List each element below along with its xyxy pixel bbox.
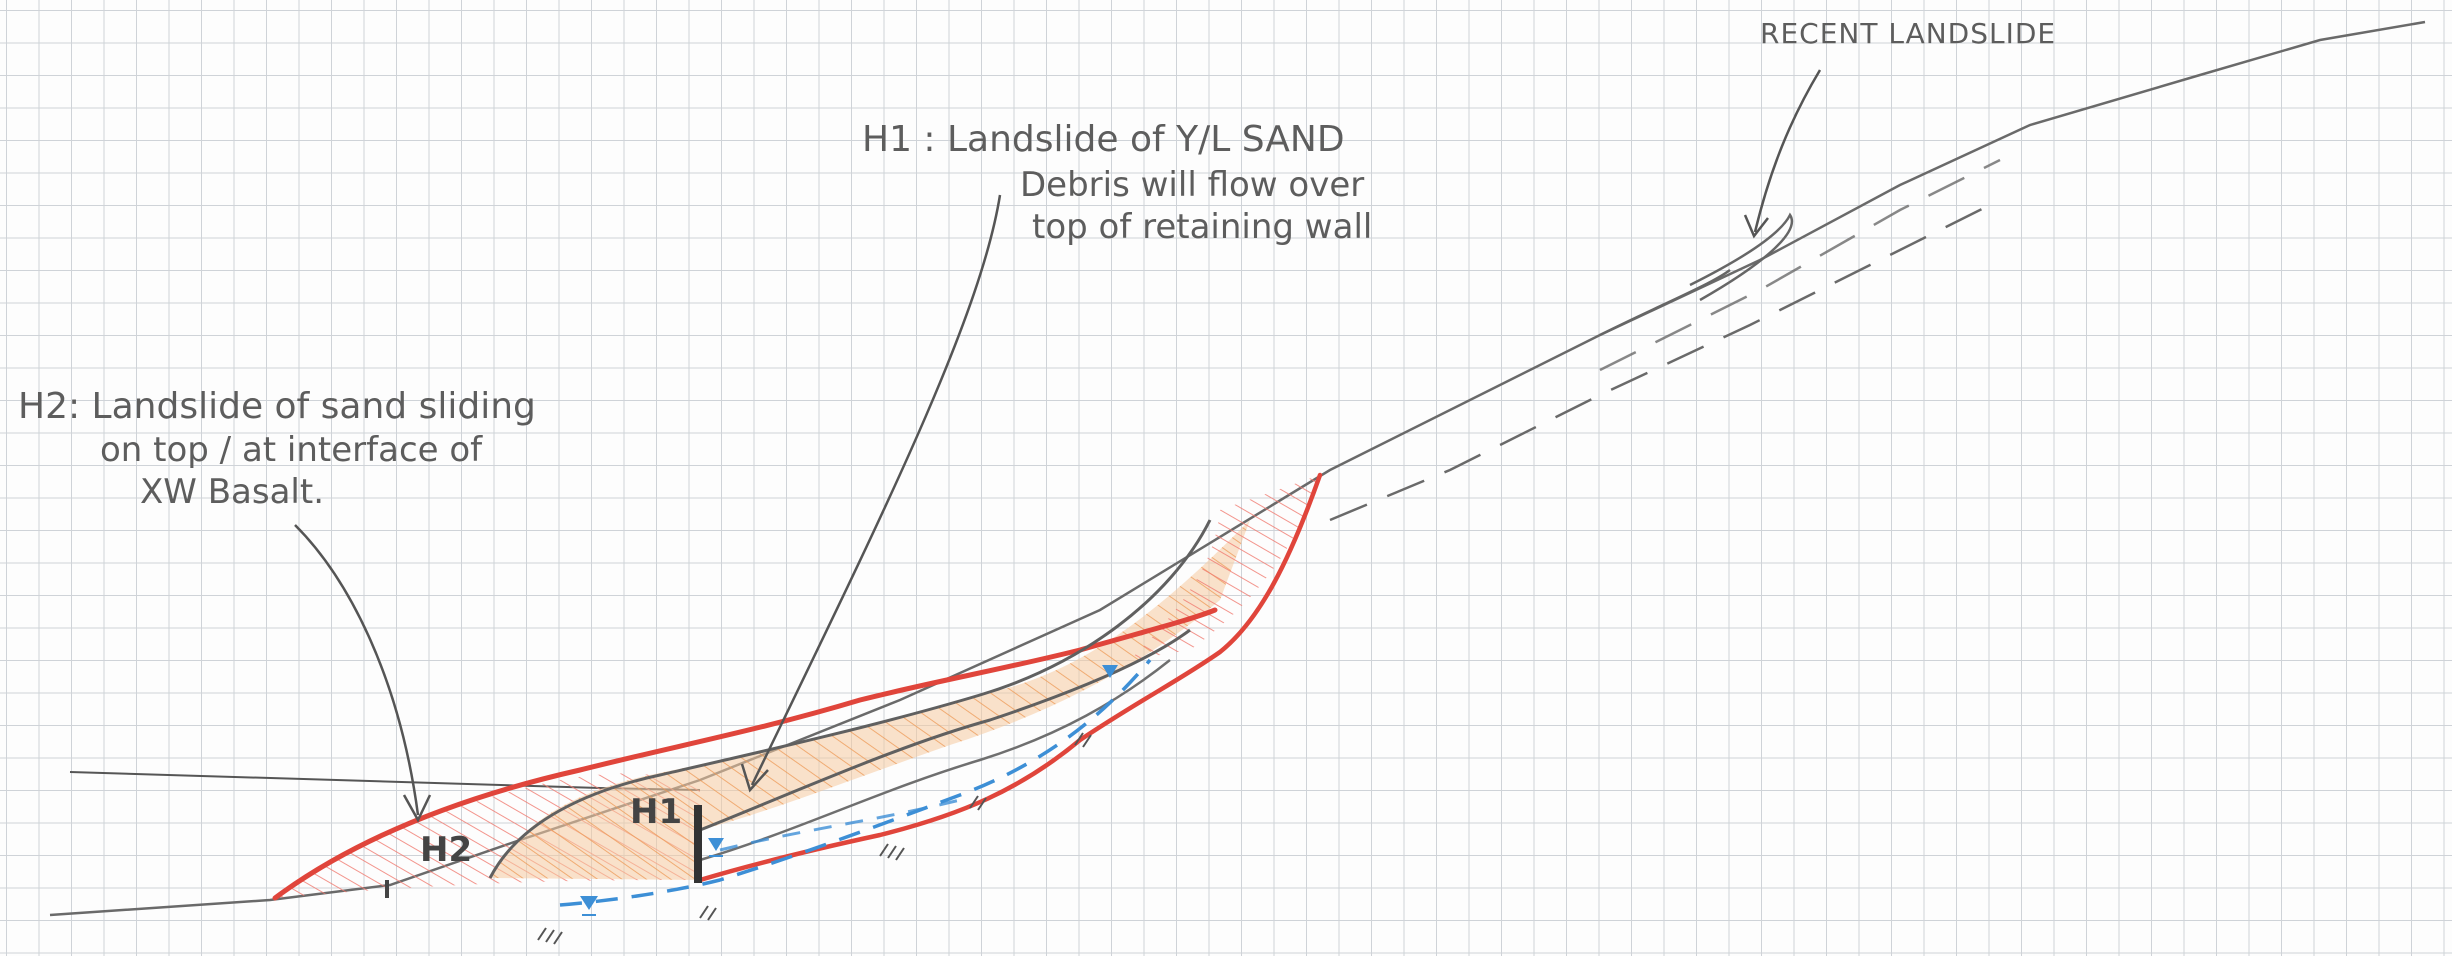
- retaining-wall: [694, 805, 702, 883]
- water-table-icon: [580, 896, 598, 915]
- h2-label: H2: [420, 830, 472, 870]
- basalt-interface-dashed: [1330, 200, 2000, 520]
- recent-landslide-note: RECENT LANDSLIDE: [1760, 12, 2056, 56]
- upper-interface-dashed: [1600, 160, 2000, 370]
- recent-landslide-scar: [1600, 270, 1730, 335]
- wall-footing: [385, 880, 389, 898]
- h2-arrow: [295, 525, 418, 815]
- h1-label: H1: [630, 792, 682, 832]
- h1-note-line3: top of retaining wall: [1032, 205, 1372, 249]
- recent-landslide-scar: [1690, 215, 1792, 300]
- h1-note-line2: Debris will flow over: [1020, 163, 1364, 207]
- h2-note-line2: on top / at interface of: [100, 428, 482, 472]
- h2-note-line1: H2: Landslide of sand sliding: [18, 385, 536, 429]
- h1-note-line1: H1 : Landslide of Y/L SAND: [862, 118, 1345, 162]
- upper-slide-hatch: [1130, 475, 1320, 660]
- h2-note-line3: XW Basalt.: [140, 470, 324, 514]
- recent-landslide-arrow: [1755, 70, 1820, 232]
